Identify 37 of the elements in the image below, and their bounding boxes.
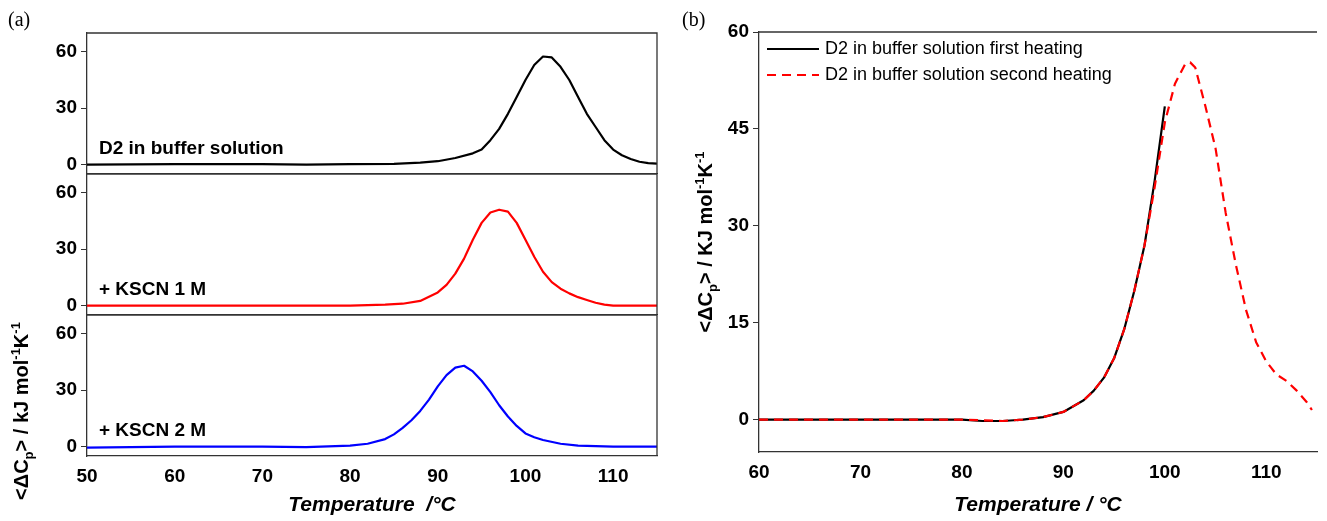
- x-tick-label: 110: [1250, 460, 1282, 482]
- x-tick-label: 80: [339, 464, 361, 486]
- y-tick-label: 0: [66, 434, 77, 456]
- y-tick-label: 60: [55, 181, 77, 203]
- x-tick-label: 90: [427, 464, 449, 486]
- series-label: D2 in buffer solution: [99, 137, 284, 159]
- x-tick-label: 70: [251, 464, 273, 486]
- y-tick-label: 30: [727, 214, 749, 236]
- text: (b): [682, 8, 706, 31]
- x-axis-title: Temperature /°C: [288, 492, 457, 516]
- line-series: [759, 61, 1314, 423]
- legend-label: D2 in buffer solution second heating: [825, 63, 1112, 84]
- y-tick-label: 30: [55, 378, 77, 400]
- y-tick-label: 0: [66, 152, 77, 174]
- x-tick-label: 60: [748, 460, 770, 482]
- y-tick-label: 15: [727, 311, 750, 332]
- y-tick-label: 0: [738, 407, 749, 429]
- x-tick-label: 100: [509, 464, 542, 486]
- text: (a): [8, 8, 31, 31]
- x-tick-label: 90: [1052, 460, 1074, 482]
- y-tick-label: 30: [55, 96, 77, 118]
- legend-label: D2 in buffer solution first heating: [825, 37, 1083, 58]
- y-tick-label: 60: [727, 20, 749, 42]
- y-tick-label: 45: [727, 117, 750, 139]
- x-tick-label: 100: [1148, 460, 1181, 482]
- y-tick-label: 60: [55, 40, 77, 62]
- x-tick-label: 80: [951, 460, 973, 482]
- x-tick-label: 60: [164, 464, 186, 486]
- y-tick-label: 0: [66, 293, 77, 315]
- series-label: + KSCN 1 M: [99, 278, 207, 300]
- y-tick-label: 30: [55, 237, 77, 259]
- y-tick-label: 60: [55, 322, 77, 344]
- x-tick-label: 70: [849, 460, 872, 482]
- x-tick-label: 50: [76, 464, 98, 486]
- x-tick-label: 110: [597, 464, 629, 486]
- x-axis-title: Temperature / °C: [954, 492, 1123, 516]
- series-label: + KSCN 2 M: [99, 419, 207, 441]
